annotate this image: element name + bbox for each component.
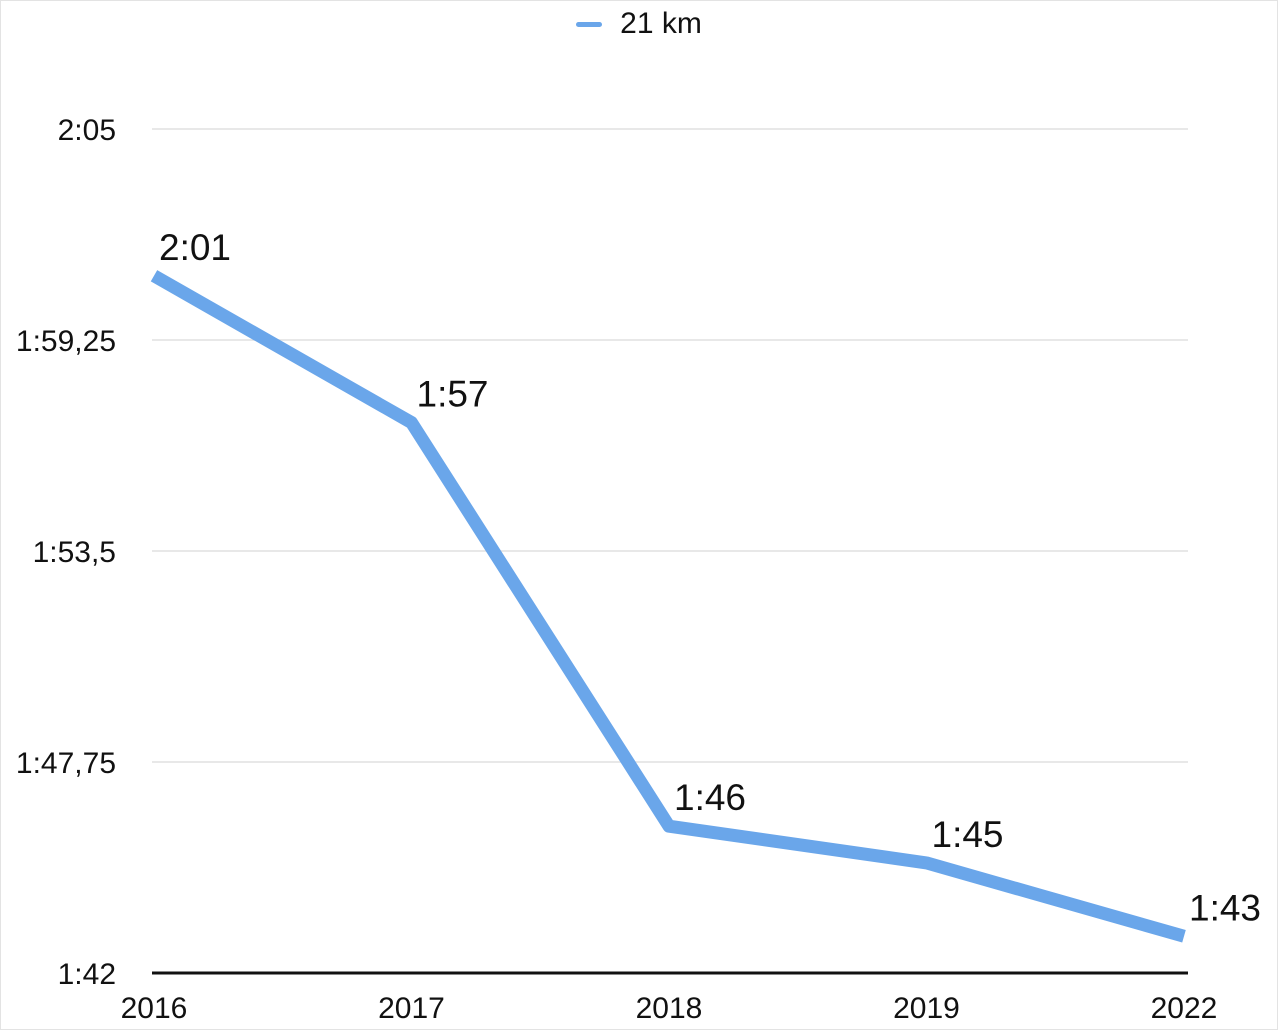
chart-legend: 21 km xyxy=(0,4,1278,44)
x-tick-label: 2022 xyxy=(1151,992,1218,1025)
y-tick-label: 1:42 xyxy=(58,958,116,991)
legend-swatch xyxy=(576,21,603,27)
legend-label: 21 km xyxy=(620,7,702,40)
data-label: 2:01 xyxy=(159,227,231,268)
data-label: 1:43 xyxy=(1189,887,1261,928)
y-tick-label: 1:59,25 xyxy=(16,325,116,358)
data-label: 1:57 xyxy=(417,374,489,415)
data-label: 1:45 xyxy=(932,814,1004,855)
y-tick-label: 1:53,5 xyxy=(33,536,116,569)
x-tick-label: 2017 xyxy=(378,992,445,1025)
series-line-21-km xyxy=(150,270,1186,943)
x-tick-label: 2019 xyxy=(893,992,960,1025)
x-tick-label: 2018 xyxy=(636,992,703,1025)
y-tick-label: 1:47,75 xyxy=(16,747,116,780)
x-tick-label: 2016 xyxy=(121,992,188,1025)
y-tick-label: 2:05 xyxy=(58,114,116,147)
data-label: 1:46 xyxy=(674,777,746,818)
